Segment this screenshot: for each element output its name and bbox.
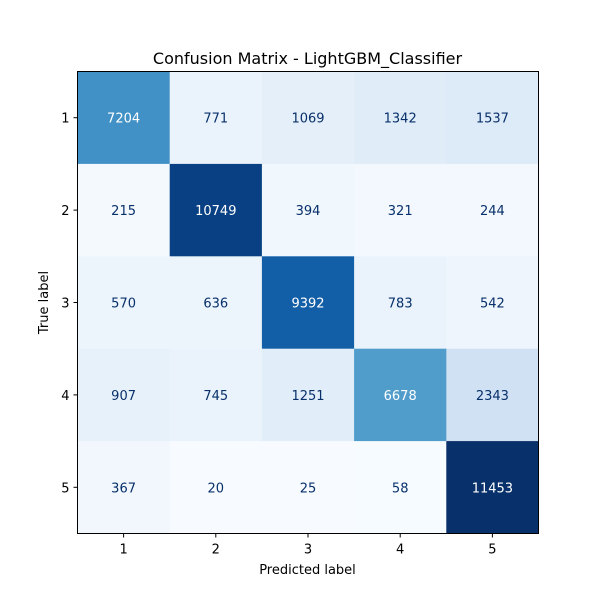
heatmap-cell bbox=[261, 256, 355, 350]
x-tick-label: 3 bbox=[304, 543, 312, 558]
heatmap-cell bbox=[354, 256, 447, 350]
cell-value-label: 11453 bbox=[472, 481, 513, 496]
cell-value-label: 215 bbox=[111, 204, 136, 219]
heatmap-cell bbox=[77, 441, 171, 534]
cell-value-label: 1251 bbox=[291, 389, 324, 404]
y-tick-label: 2 bbox=[61, 204, 69, 219]
y-tick-label: 1 bbox=[61, 112, 69, 127]
cell-value-label: 321 bbox=[388, 204, 413, 219]
heatmap-cell bbox=[446, 348, 539, 442]
x-tick-label: 1 bbox=[119, 543, 127, 558]
x-tick-label: 2 bbox=[212, 543, 220, 558]
heatmap-cell bbox=[446, 71, 539, 165]
cell-value-label: 570 bbox=[111, 297, 136, 312]
cell-value-label: 9392 bbox=[291, 297, 324, 312]
x-tick-label: 5 bbox=[488, 543, 496, 558]
heatmap-cell bbox=[169, 163, 263, 257]
cell-value-label: 907 bbox=[111, 389, 136, 404]
cell-value-label: 771 bbox=[203, 112, 228, 127]
cell-value-label: 636 bbox=[203, 297, 228, 312]
heatmap-cells: 7204 771 1069 1342 1537 215 10749 394 321 244 570 6… bbox=[77, 71, 539, 534]
y-tick-label: 5 bbox=[61, 481, 69, 496]
heatmap-cell bbox=[354, 348, 447, 442]
cell-value-label: 1342 bbox=[384, 112, 417, 127]
heatmap-cell bbox=[77, 256, 171, 350]
heatmap-cell bbox=[77, 348, 171, 442]
heatmap-cell bbox=[446, 163, 539, 257]
cell-value-label: 25 bbox=[300, 481, 317, 496]
heatmap-cell bbox=[261, 441, 355, 534]
x-tick-label: 4 bbox=[396, 543, 404, 558]
heatmap-cell bbox=[169, 256, 263, 350]
axis-ticks: 1 2 3 4 5 1 2 3 4 5 bbox=[61, 112, 496, 558]
heatmap-cell bbox=[261, 163, 355, 257]
heatmap-cell bbox=[354, 71, 447, 165]
cell-value-label: 367 bbox=[111, 481, 136, 496]
y-tick-label: 3 bbox=[61, 297, 69, 312]
heatmap-cell bbox=[261, 348, 355, 442]
cell-value-label: 745 bbox=[203, 389, 228, 404]
cell-value-label: 6678 bbox=[384, 389, 417, 404]
cell-value-label: 1537 bbox=[476, 112, 509, 127]
cell-value-label: 1069 bbox=[291, 112, 324, 127]
heatmap-cell bbox=[77, 71, 171, 165]
cell-value-label: 394 bbox=[296, 204, 321, 219]
heatmap-cell bbox=[354, 441, 447, 534]
heatmap-cell bbox=[446, 441, 539, 534]
heatmap-cell bbox=[354, 163, 447, 257]
chart-title: Confusion Matrix - LightGBM_Classifier bbox=[153, 49, 463, 69]
cell-value-label: 10749 bbox=[195, 204, 236, 219]
cell-value-label: 783 bbox=[388, 297, 413, 312]
heatmap-cell bbox=[169, 348, 263, 442]
cell-value-label: 244 bbox=[480, 204, 505, 219]
y-axis-label: True label bbox=[37, 271, 52, 335]
y-tick-label: 4 bbox=[61, 389, 69, 404]
cell-value-label: 542 bbox=[480, 297, 505, 312]
heatmap-cell bbox=[446, 256, 539, 350]
cell-value-label: 20 bbox=[208, 481, 225, 496]
heatmap-cell bbox=[169, 71, 263, 165]
cell-value-label: 2343 bbox=[476, 389, 509, 404]
heatmap-cell bbox=[77, 163, 171, 257]
cell-value-label: 58 bbox=[392, 481, 409, 496]
cell-value-label: 7204 bbox=[107, 112, 140, 127]
heatmap-cell bbox=[261, 71, 355, 165]
heatmap-cell bbox=[169, 441, 263, 534]
x-axis-label: Predicted label bbox=[259, 563, 356, 578]
